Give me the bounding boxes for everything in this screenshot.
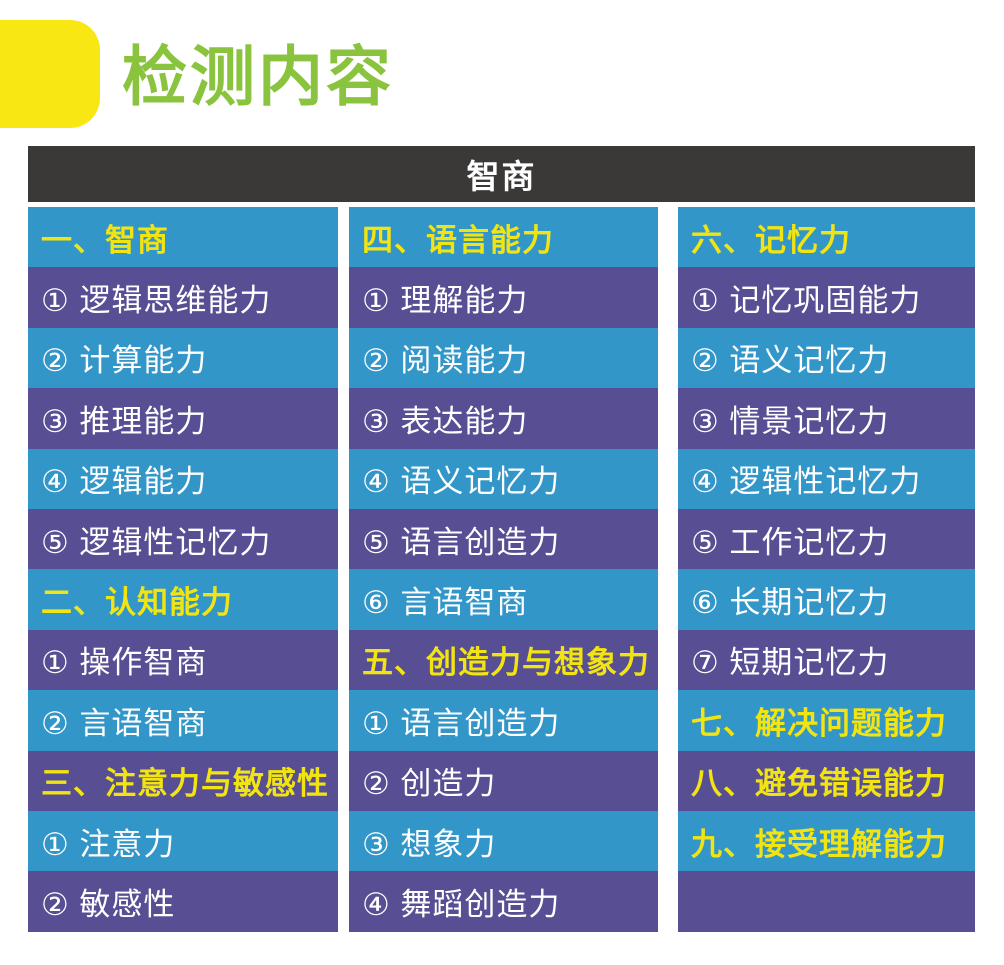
- item-row: ⑥ 言语智商: [349, 569, 658, 630]
- item-row: ② 计算能力: [28, 327, 338, 389]
- category-row: 三、注意力与敏感性: [28, 750, 338, 811]
- category-row: 五、创造力与想象力: [349, 629, 658, 691]
- item-row: ③ 推理能力: [28, 388, 338, 449]
- item-row: ① 操作智商: [28, 629, 338, 691]
- category-row: 一、智商: [28, 207, 338, 268]
- item-row: ① 逻辑思维能力: [28, 267, 338, 328]
- item-row: ④ 逻辑性记忆力: [678, 448, 975, 509]
- item-row: ⑤ 语言创造力: [349, 508, 658, 570]
- item-row: ① 记忆巩固能力: [678, 267, 975, 328]
- item-row: ④ 逻辑能力: [28, 448, 338, 509]
- item-row: ⑤ 逻辑性记忆力: [28, 508, 338, 570]
- item-row: ② 创造力: [349, 750, 658, 811]
- item-row: ② 言语智商: [28, 690, 338, 751]
- category-row: 四、语言能力: [349, 207, 658, 268]
- item-row: ⑥ 长期记忆力: [678, 569, 975, 630]
- item-row: ① 注意力: [28, 810, 338, 872]
- item-row: ④ 舞蹈创造力: [349, 871, 658, 932]
- item-row: ① 理解能力: [349, 267, 658, 328]
- item-row: ③ 想象力: [349, 810, 658, 872]
- category-row: 七、解决问题能力: [678, 690, 975, 751]
- item-row: ② 敏感性: [28, 871, 338, 932]
- category-row: 六、记忆力: [678, 207, 975, 268]
- table-column-middle: 四、语言能力 ① 理解能力 ② 阅读能力 ③ 表达能力 ④ 语义记忆力 ⑤ 语言创造力 ⑥ …: [349, 207, 658, 932]
- table-column-right: 六、记忆力 ① 记忆巩固能力 ② 语义记忆力 ③ 情景记忆力 ④ 逻辑性记忆力 ⑤ 工作记…: [678, 207, 975, 932]
- title-accent-block: [0, 20, 100, 128]
- category-row: 八、避免错误能力: [678, 750, 975, 811]
- category-row: 九、接受理解能力: [678, 810, 975, 872]
- item-row: ⑦ 短期记忆力: [678, 629, 975, 691]
- page-title: 检测内容: [122, 40, 395, 113]
- item-row: ① 语言创造力: [349, 690, 658, 751]
- item-row: ⑤ 工作记忆力: [678, 508, 975, 570]
- category-row: 二、认知能力: [28, 569, 338, 630]
- item-row: ② 语义记忆力: [678, 327, 975, 389]
- table-column-left: 一、智商 ① 逻辑思维能力 ② 计算能力 ③ 推理能力 ④ 逻辑能力 ⑤ 逻辑性记忆力 二、…: [28, 207, 338, 932]
- item-row: ② 阅读能力: [349, 327, 658, 389]
- filler-row: [678, 871, 975, 932]
- item-row: ④ 语义记忆力: [349, 448, 658, 509]
- content-table: 一、智商 ① 逻辑思维能力 ② 计算能力 ③ 推理能力 ④ 逻辑能力 ⑤ 逻辑性记忆力 二、…: [28, 207, 975, 932]
- item-row: ③ 情景记忆力: [678, 388, 975, 449]
- iq-header-bar: 智商: [28, 146, 975, 202]
- item-row: ③ 表达能力: [349, 388, 658, 449]
- iq-header-label: 智商: [466, 158, 537, 195]
